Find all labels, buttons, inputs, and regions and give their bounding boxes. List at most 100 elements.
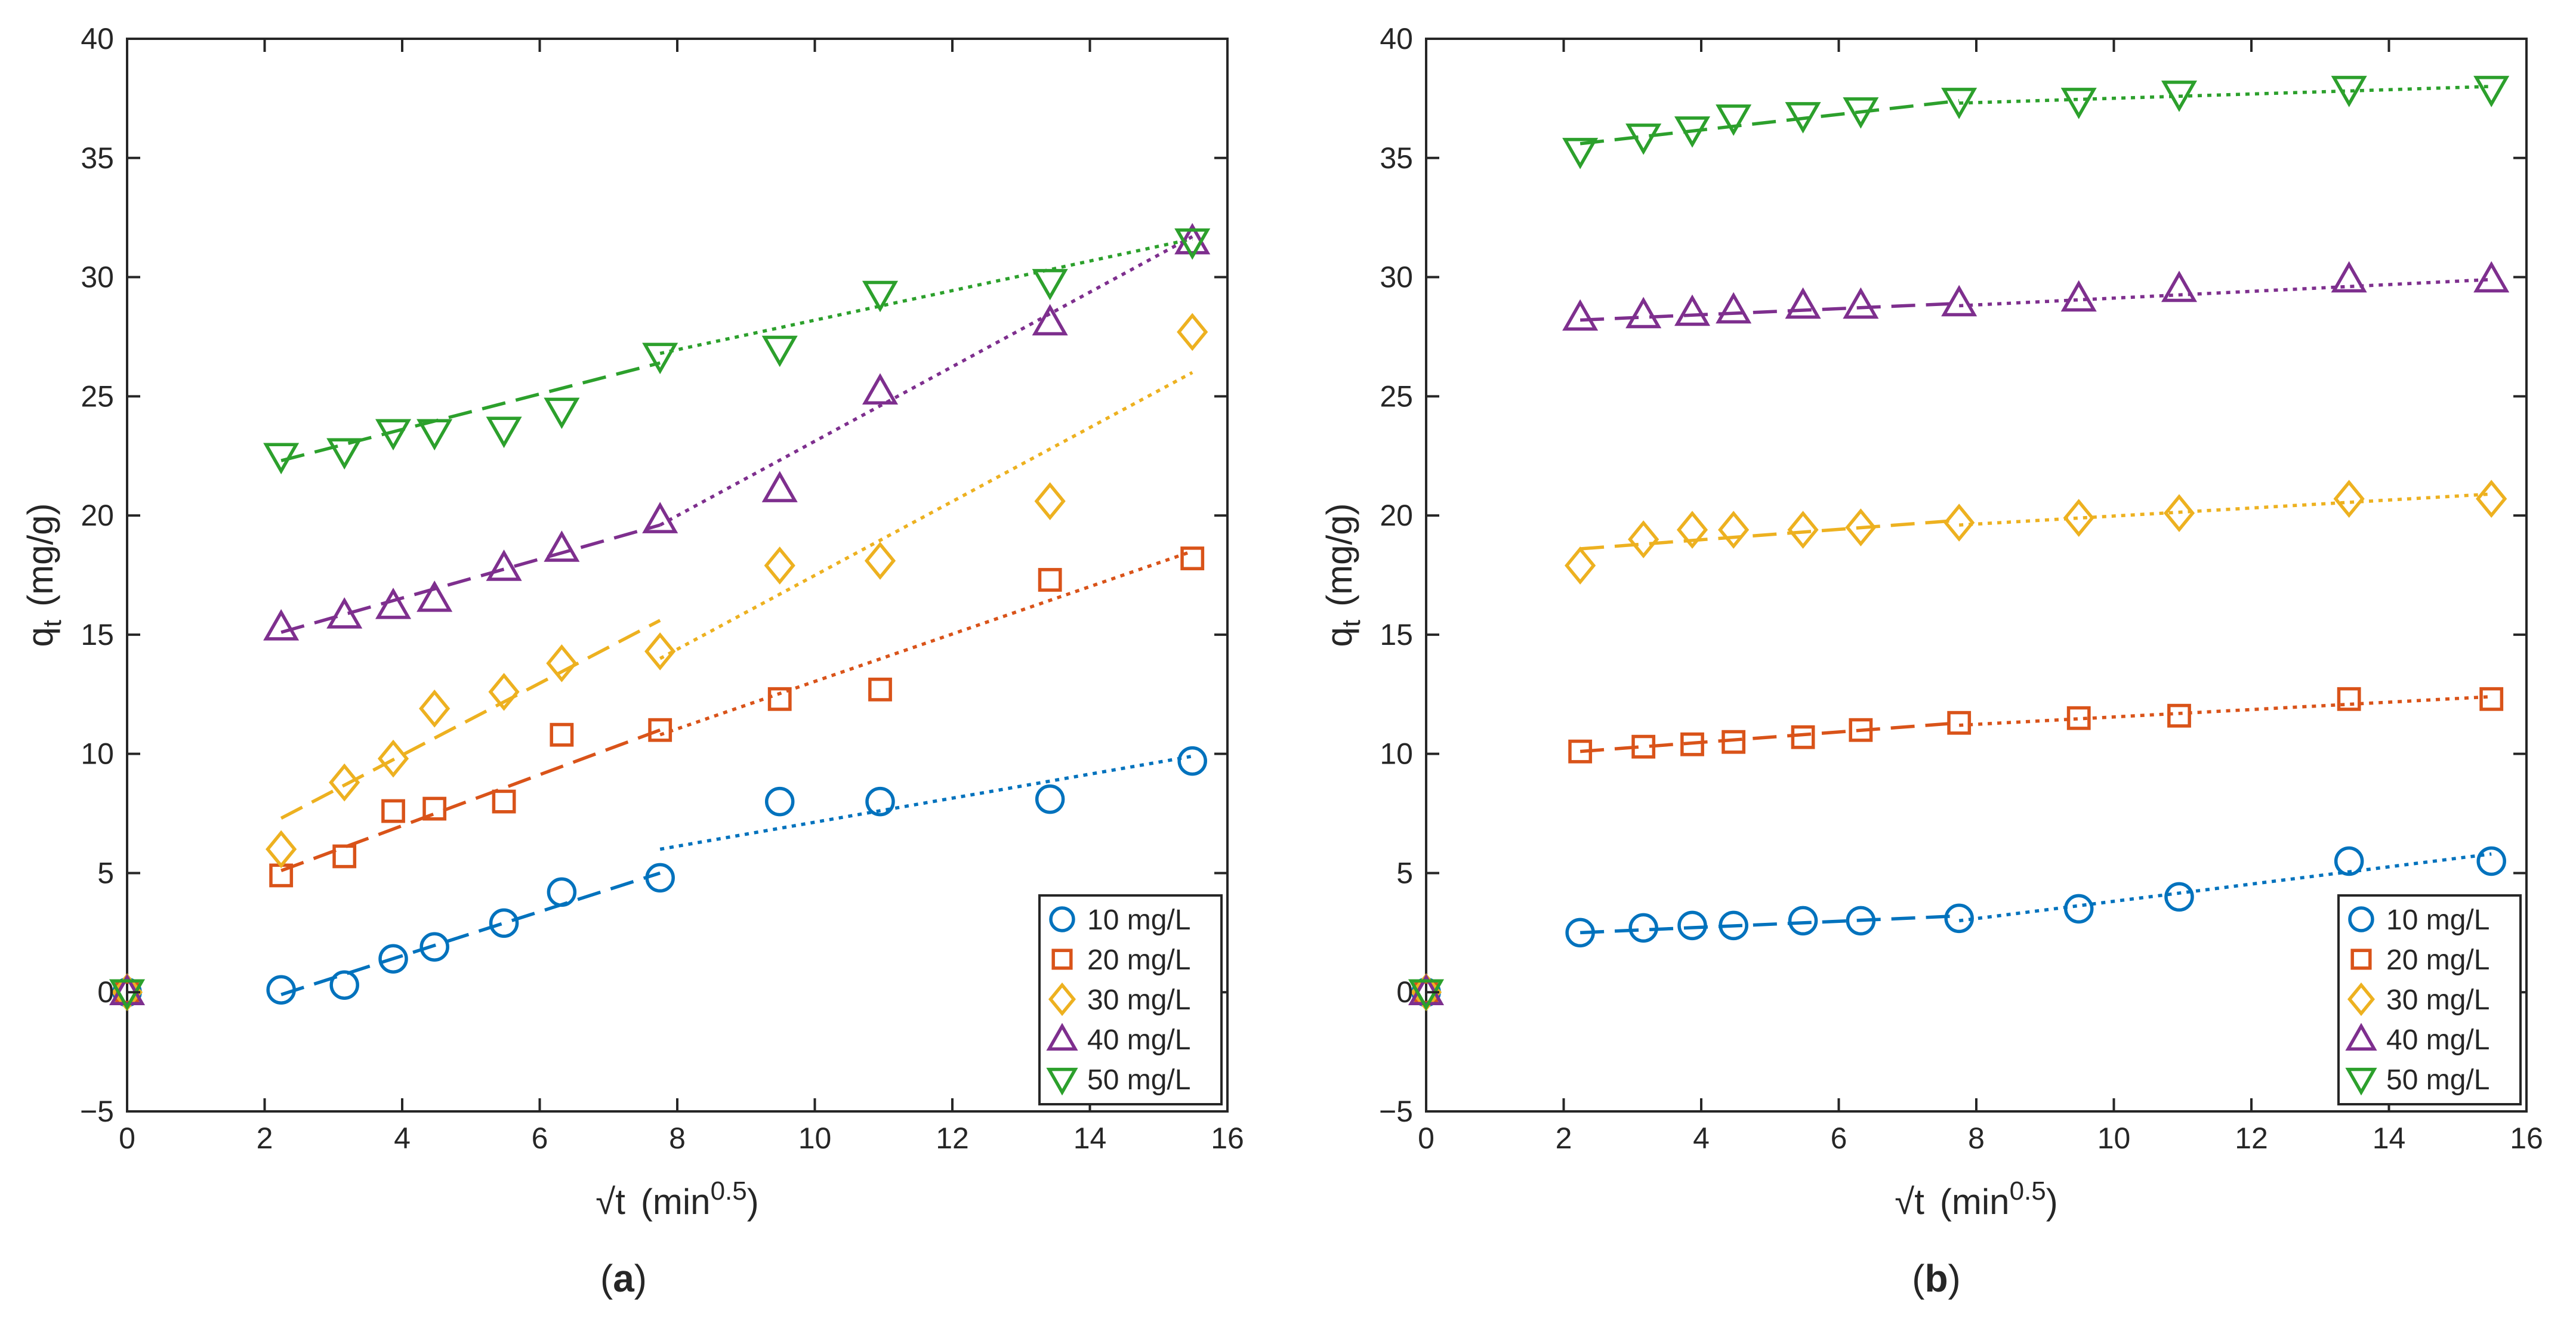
- panel-label-b: (b): [1912, 1257, 1961, 1300]
- legend-label-30-mg-l: 30 mg/L: [2386, 984, 2489, 1016]
- markers-a: [109, 223, 1211, 1012]
- fit-line-30-mg-l-stage-1: [1579, 518, 1960, 551]
- fit-line-50-mg-l-stage-1: [1579, 99, 1960, 146]
- data-point-30-mg-l: [1943, 503, 1975, 542]
- fit-line-10-mg-l-stage-1: [1580, 914, 1960, 935]
- y-tick-label: 30: [1380, 261, 1413, 294]
- y-axis-label-unit: (mg/g): [20, 503, 60, 607]
- legend-label-30-mg-l: 30 mg/L: [1087, 984, 1190, 1016]
- fit-line-10-mg-l-stage-1: [280, 871, 661, 996]
- data-point-20-mg-l: [1568, 739, 1593, 764]
- data-point-40-mg-l: [417, 580, 453, 612]
- data-point-20-mg-l: [1180, 546, 1205, 570]
- data-point-20-mg-l: [492, 789, 516, 814]
- data-point-30-mg-l: [419, 689, 451, 728]
- data-point-50-mg-l: [375, 419, 412, 451]
- panel-label-a-open: (: [600, 1257, 613, 1300]
- data-point-50-mg-l: [1843, 97, 1879, 129]
- x-tick-label: 10: [798, 1122, 832, 1155]
- data-point-10-mg-l: [2164, 882, 2194, 912]
- data-point-40-mg-l: [375, 588, 412, 619]
- panel-label-a-close: ): [634, 1257, 647, 1300]
- y-tick-label: 40: [1380, 22, 1413, 55]
- data-point-40-mg-l: [1625, 296, 1662, 329]
- data-point-30-mg-l: [1628, 520, 1659, 558]
- legend-label-10-mg-l: 10 mg/L: [1087, 904, 1190, 936]
- data-point-10-mg-l: [1035, 784, 1065, 814]
- fit-line-20-mg-l-stage-2: [659, 549, 1193, 737]
- data-point-20-mg-l: [1722, 730, 1746, 754]
- fit-line-40-mg-l-stage-1: [1580, 301, 1960, 322]
- y-tick-label: 15: [81, 618, 114, 651]
- data-point-50-mg-l: [2331, 76, 2367, 107]
- data-point-50-mg-l: [761, 335, 798, 367]
- data-point-20-mg-l: [1038, 568, 1062, 592]
- fit-line-20-mg-l-stage-2: [1959, 695, 2492, 727]
- data-point-10-mg-l: [266, 975, 296, 1005]
- legend-label-50-mg-l: 50 mg/L: [1087, 1064, 1190, 1096]
- data-point-20-mg-l: [1947, 711, 1972, 735]
- data-point-10-mg-l: [764, 786, 795, 817]
- data-point-10-mg-l: [329, 970, 359, 1000]
- x-tick-label: 8: [669, 1122, 686, 1155]
- fit-lines-b: [1579, 85, 2492, 935]
- data-point-40-mg-l: [1785, 287, 1821, 319]
- data-point-10-mg-l: [2476, 846, 2506, 876]
- x-tick-label: 16: [1211, 1122, 1244, 1155]
- data-point-40-mg-l: [761, 471, 798, 502]
- data-point-20-mg-l: [381, 799, 405, 823]
- legend-marker-40-mg-l: [2345, 1023, 2377, 1051]
- data-point-50-mg-l: [1716, 104, 1752, 136]
- legend-label-20-mg-l: 20 mg/L: [2386, 944, 2489, 976]
- data-point-10-mg-l: [2334, 846, 2364, 876]
- data-point-20-mg-l: [1680, 732, 1704, 756]
- data-point-50-mg-l: [1562, 138, 1599, 169]
- panel-label-b-close: ): [1948, 1257, 1961, 1300]
- data-point-10-mg-l: [1788, 906, 1818, 936]
- legend-label-40-mg-l: 40 mg/L: [1087, 1024, 1190, 1056]
- data-point-50-mg-l: [2161, 81, 2198, 112]
- data-point-50-mg-l: [1941, 88, 1977, 119]
- x-axis-label-main: √t: [1895, 1182, 1924, 1222]
- data-point-40-mg-l: [544, 530, 580, 562]
- legend-marker-20-mg-l: [1051, 949, 1073, 970]
- data-point-50-mg-l: [642, 342, 678, 375]
- data-point-10-mg-l: [378, 944, 408, 974]
- y-axis-label-unit: (mg/g): [1319, 503, 1359, 607]
- data-point-30-mg-l: [2333, 480, 2365, 518]
- y-tick-label: 20: [1380, 499, 1413, 532]
- data-point-10-mg-l: [419, 932, 449, 962]
- data-point-50-mg-l: [1032, 268, 1068, 301]
- x-tick-label: 6: [532, 1122, 548, 1155]
- x-tick-label: 12: [2235, 1122, 2268, 1155]
- x-axis-label-b: √t (min0.5): [1895, 1176, 2057, 1222]
- data-point-50-mg-l: [1408, 979, 1445, 1011]
- data-point-40-mg-l: [862, 373, 899, 405]
- data-point-20-mg-l: [422, 796, 447, 821]
- data-point-50-mg-l: [1174, 228, 1211, 260]
- y-tick-label: 5: [1396, 856, 1413, 889]
- data-point-10-mg-l: [645, 863, 675, 893]
- data-point-50-mg-l: [862, 280, 899, 313]
- data-point-20-mg-l: [2167, 703, 2191, 728]
- data-point-50-mg-l: [1674, 116, 1711, 148]
- legend-marker-50-mg-l: [1046, 1067, 1078, 1096]
- x-tick-label: 14: [2373, 1122, 2406, 1155]
- data-point-30-mg-l: [488, 672, 520, 711]
- legend-b: 10 mg/L 20 mg/L 30 mg/L 40 mg/L 50 mg/L: [2337, 894, 2522, 1105]
- data-point-30-mg-l: [1177, 313, 1208, 351]
- y-axis-label-b: qt (mg/g): [1319, 503, 1366, 647]
- legend-marker-20-mg-l: [2350, 949, 2372, 970]
- x-axis-label-sup: 0.5: [2010, 1176, 2046, 1206]
- data-point-40-mg-l: [2331, 261, 2367, 293]
- data-point-50-mg-l: [544, 397, 580, 430]
- data-point-20-mg-l: [1849, 718, 1873, 742]
- data-point-30-mg-l: [1787, 511, 1819, 549]
- data-point-40-mg-l: [2060, 280, 2097, 312]
- data-point-10-mg-l: [547, 877, 577, 907]
- data-point-50-mg-l: [263, 443, 300, 475]
- x-tick-label: 12: [936, 1122, 969, 1155]
